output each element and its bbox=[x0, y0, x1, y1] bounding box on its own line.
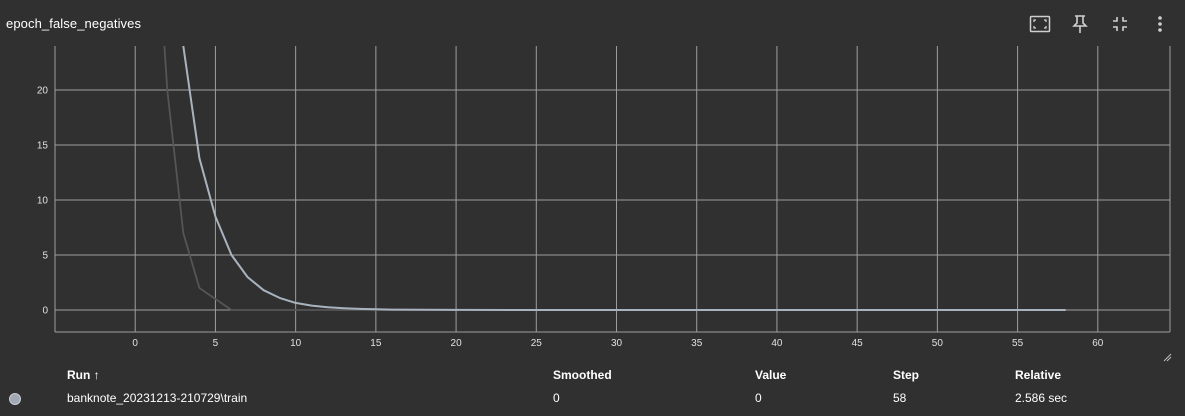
run-color-dot bbox=[9, 392, 21, 405]
header-run[interactable]: Run ↑ bbox=[67, 367, 100, 382]
x-tick-label: 10 bbox=[290, 338, 302, 349]
collapse-icon bbox=[1113, 17, 1127, 31]
raw-series-line bbox=[163, 46, 457, 311]
y-tick-label: 10 bbox=[37, 196, 49, 207]
header-color-column bbox=[0, 362, 67, 387]
x-tick-label: 25 bbox=[531, 338, 543, 349]
pin-button[interactable] bbox=[1065, 11, 1095, 37]
x-tick-label: 35 bbox=[691, 338, 703, 349]
header-relative[interactable]: Relative bbox=[1015, 367, 1062, 382]
x-tick-label: 0 bbox=[132, 338, 138, 349]
step-cell: 58 bbox=[893, 391, 907, 405]
value-cell: 0 bbox=[755, 391, 762, 405]
fit-domain-button[interactable] bbox=[1025, 11, 1055, 37]
y-tick-label: 5 bbox=[42, 251, 48, 262]
smoothed-series-line bbox=[182, 46, 1066, 311]
relative-cell: 2.586 sec bbox=[1015, 391, 1068, 405]
chart-title: epoch_false_negatives bbox=[6, 16, 142, 31]
y-axis-ticks: 0 5 10 15 20 bbox=[37, 86, 49, 317]
runs-table-header: Run ↑ Smoothed Value Step Relative bbox=[0, 362, 1185, 387]
header-smoothed[interactable]: Smoothed bbox=[553, 367, 612, 382]
runs-table: Run ↑ Smoothed Value Step Relative bankn… bbox=[0, 362, 1185, 409]
pin-icon bbox=[1072, 15, 1088, 33]
x-tick-label: 45 bbox=[852, 338, 864, 349]
smoothed-cell: 0 bbox=[553, 391, 560, 405]
x-tick-label: 55 bbox=[1012, 338, 1024, 349]
y-tick-label: 15 bbox=[37, 141, 49, 152]
table-row: banknote_20231213-210729\train 0 0 58 2.… bbox=[0, 387, 1185, 409]
y-tick-label: 0 bbox=[42, 306, 48, 317]
x-tick-label: 50 bbox=[932, 338, 944, 349]
header-step[interactable]: Step bbox=[893, 367, 920, 382]
header-value[interactable]: Value bbox=[755, 367, 787, 382]
y-tick-label: 20 bbox=[37, 86, 49, 97]
x-tick-label: 40 bbox=[771, 338, 783, 349]
chart-toolbar bbox=[1025, 11, 1175, 37]
chart-series bbox=[163, 46, 1066, 311]
more-options-button[interactable] bbox=[1145, 11, 1175, 37]
resize-handle-icon[interactable] bbox=[1162, 352, 1172, 362]
line-chart[interactable]: 0 5 10 15 20 25 30 35 40 45 50 55 60 0 5 10 15 20 bbox=[0, 38, 1185, 358]
x-tick-label: 5 bbox=[213, 338, 219, 349]
run-name-cell: banknote_20231213-210729\train bbox=[67, 391, 248, 405]
x-tick-label: 30 bbox=[611, 338, 623, 349]
more-vertical-icon bbox=[1158, 16, 1162, 32]
x-tick-label: 60 bbox=[1092, 338, 1104, 349]
collapse-button[interactable] bbox=[1105, 11, 1135, 37]
chart-grid bbox=[54, 46, 1171, 333]
x-tick-label: 20 bbox=[451, 338, 463, 349]
fit-domain-icon bbox=[1029, 15, 1051, 33]
x-tick-label: 15 bbox=[370, 338, 382, 349]
x-axis-ticks: 0 5 10 15 20 25 30 35 40 45 50 55 60 bbox=[132, 338, 1103, 349]
